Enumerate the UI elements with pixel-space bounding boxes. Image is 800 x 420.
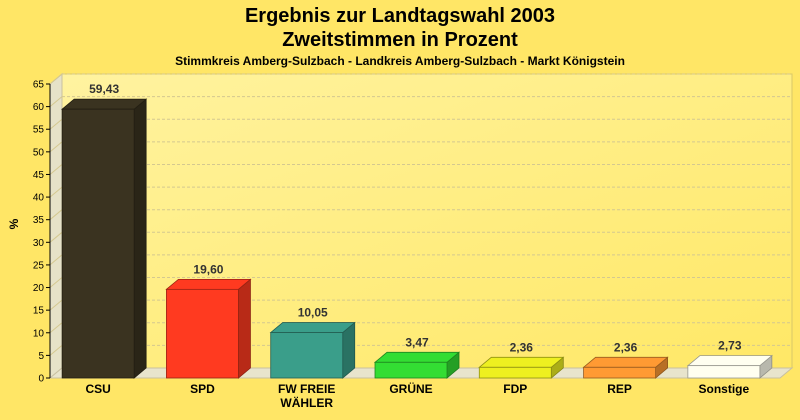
x-tick-label: CSU — [85, 382, 110, 396]
bar-top — [269, 322, 356, 333]
grid-line-side — [49, 164, 63, 175]
x-tick-label: SPD — [190, 382, 215, 396]
grid-line-side — [49, 254, 63, 266]
bar-top — [61, 98, 148, 110]
y-tick-label: 40 — [33, 193, 45, 204]
grid-line-side — [49, 73, 63, 85]
y-tick-label: 50 — [33, 147, 45, 158]
bar-rep — [582, 356, 669, 379]
y-tick-label: 65 — [33, 80, 45, 91]
bar-top — [478, 356, 565, 368]
bar-side — [133, 98, 147, 379]
data-label: 59,43 — [89, 82, 119, 96]
y-tick-label: 45 — [33, 170, 45, 181]
data-label: 19,60 — [193, 262, 223, 276]
y-tick-label: 5 — [38, 351, 44, 362]
grid-line-side — [49, 345, 63, 356]
grid-line-side — [49, 141, 63, 153]
grid-line-side — [49, 299, 63, 311]
data-label: 10,05 — [298, 306, 328, 320]
x-tick-label: FW FREIE — [278, 382, 335, 396]
grid-line-side — [49, 322, 63, 334]
bar-front — [270, 332, 344, 379]
bar-top — [582, 356, 669, 368]
bar-top — [165, 278, 252, 290]
x-tick-label: FDP — [503, 382, 527, 396]
x-tick-label: WÄHLER — [280, 395, 333, 410]
y-tick-label: 60 — [33, 102, 45, 113]
grid-line-side — [49, 209, 63, 221]
bar-fw-freie-w-hler — [269, 321, 356, 379]
bar-side — [238, 278, 251, 379]
y-tick-label: 25 — [33, 260, 45, 271]
y-axis-label: % — [7, 218, 21, 229]
bar-front — [61, 108, 135, 379]
y-tick-label: 0 — [38, 374, 44, 385]
bar-fdp — [478, 356, 565, 379]
chart-side-wall — [49, 72, 63, 380]
x-tick-label: GRÜNE — [389, 381, 432, 396]
y-tick-label: 20 — [33, 283, 45, 294]
chart-title: Ergebnis zur Landtagswahl 2003 Zweitstim… — [0, 4, 800, 52]
y-tick-label: 55 — [33, 125, 45, 136]
bar-front — [166, 288, 239, 379]
y-tick-label: 15 — [33, 306, 45, 317]
chart-subtitle: Stimmkreis Amberg-Sulzbach - Landkreis A… — [175, 54, 625, 68]
data-label: 3,47 — [405, 335, 429, 349]
grid-line-side — [49, 186, 63, 198]
data-label: 2,73 — [718, 339, 742, 353]
bar-front — [374, 361, 448, 379]
grid-line-side — [49, 277, 63, 288]
grid-line-side — [49, 231, 63, 243]
bar-top — [373, 351, 461, 363]
y-tick-label: 30 — [33, 238, 45, 249]
grid-line-side — [49, 118, 63, 130]
y-tick-label: 35 — [33, 215, 45, 226]
chart-title-line2: Zweitstimmen in Prozent — [282, 29, 518, 51]
data-label: 2,36 — [510, 340, 534, 354]
chart-title-line1: Ergebnis zur Landtagswahl 2003 — [244, 5, 556, 27]
bar-spd — [165, 278, 252, 379]
x-tick-label: Sonstige — [699, 382, 750, 396]
bar-csu — [61, 98, 148, 379]
bar-top — [686, 355, 773, 367]
bar-front — [583, 366, 656, 379]
x-tick-label: REP — [607, 382, 632, 396]
data-label: 2,36 — [614, 340, 638, 354]
grid-line-side — [49, 96, 63, 107]
bar-front — [687, 365, 761, 379]
bar-front — [478, 366, 552, 379]
bar-gr-ne — [373, 351, 461, 379]
bar-sonstige — [686, 354, 773, 379]
y-tick-label: 10 — [33, 328, 45, 339]
